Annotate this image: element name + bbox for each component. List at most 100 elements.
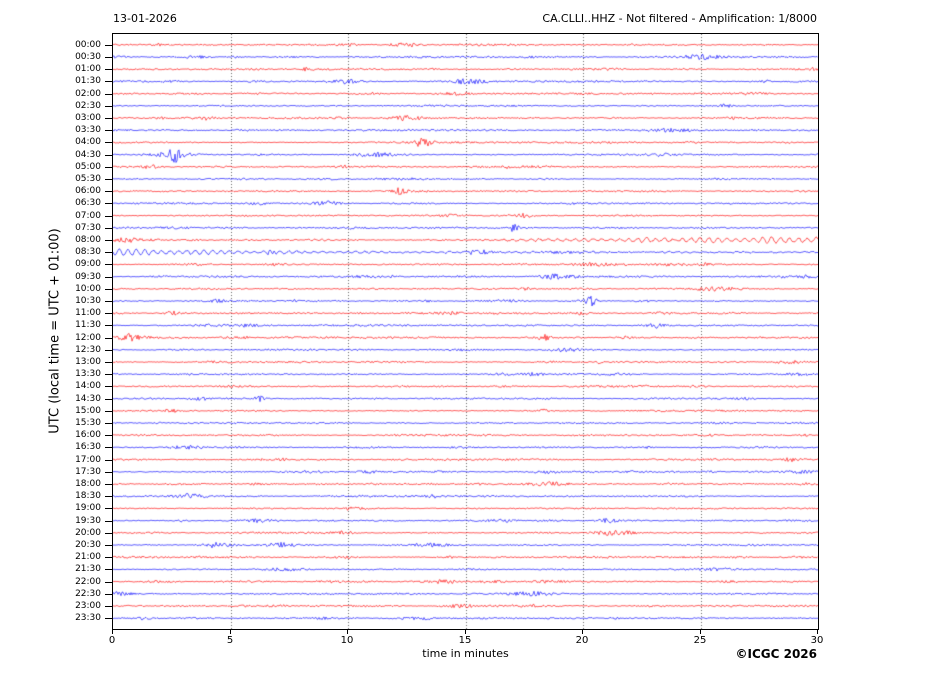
y-tick-label: 11:30 bbox=[75, 320, 101, 330]
x-tick-label: 30 bbox=[810, 635, 824, 646]
y-tick-label: 01:00 bbox=[75, 64, 101, 74]
y-tick-label: 15:00 bbox=[75, 406, 101, 416]
y-tick bbox=[105, 350, 112, 351]
y-tick-label: 16:00 bbox=[75, 430, 101, 440]
y-tick-label: 05:30 bbox=[75, 174, 101, 184]
y-tick bbox=[105, 94, 112, 95]
y-tick-label: 15:30 bbox=[75, 418, 101, 428]
y-tick-label: 11:00 bbox=[75, 308, 101, 318]
y-tick-label: 22:00 bbox=[75, 577, 101, 587]
y-tick-label: 18:30 bbox=[75, 491, 101, 501]
y-tick-label: 18:00 bbox=[75, 479, 101, 489]
x-tick-label: 0 bbox=[108, 635, 116, 646]
seismogram-canvas bbox=[113, 34, 818, 629]
y-tick bbox=[105, 435, 112, 436]
y-tick-label: 19:00 bbox=[75, 503, 101, 513]
y-tick bbox=[105, 423, 112, 424]
y-tick-label: 00:30 bbox=[75, 52, 101, 62]
y-tick bbox=[105, 313, 112, 314]
y-tick bbox=[105, 203, 112, 204]
y-tick bbox=[105, 142, 112, 143]
y-tick-label: 05:00 bbox=[75, 162, 101, 172]
y-tick bbox=[105, 289, 112, 290]
y-tick-label: 00:00 bbox=[75, 40, 101, 50]
y-tick bbox=[105, 69, 112, 70]
y-tick bbox=[105, 545, 112, 546]
y-tick bbox=[105, 582, 112, 583]
y-tick bbox=[105, 167, 112, 168]
x-tick bbox=[112, 630, 113, 634]
y-tick bbox=[105, 484, 112, 485]
y-tick-label: 21:30 bbox=[75, 564, 101, 574]
x-tick-label: 15 bbox=[458, 635, 472, 646]
y-tick bbox=[105, 606, 112, 607]
y-tick-label: 07:00 bbox=[75, 211, 101, 221]
y-tick bbox=[105, 228, 112, 229]
y-tick-label: 09:00 bbox=[75, 259, 101, 269]
y-tick bbox=[105, 81, 112, 82]
y-tick-label: 10:00 bbox=[75, 284, 101, 294]
x-tick bbox=[465, 630, 466, 634]
y-tick bbox=[105, 45, 112, 46]
y-tick bbox=[105, 533, 112, 534]
y-tick bbox=[105, 277, 112, 278]
y-tick bbox=[105, 264, 112, 265]
y-tick bbox=[105, 460, 112, 461]
y-tick bbox=[105, 179, 112, 180]
x-tick bbox=[817, 630, 818, 634]
y-tick-label: 23:30 bbox=[75, 613, 101, 623]
y-tick bbox=[105, 569, 112, 570]
x-tick bbox=[700, 630, 701, 634]
y-tick-label: 17:00 bbox=[75, 455, 101, 465]
y-tick-label: 04:30 bbox=[75, 150, 101, 160]
y-tick bbox=[105, 325, 112, 326]
y-tick-label: 03:30 bbox=[75, 125, 101, 135]
y-tick-label: 06:00 bbox=[75, 186, 101, 196]
y-tick-label: 14:30 bbox=[75, 394, 101, 404]
x-axis-label: time in minutes bbox=[422, 647, 509, 660]
y-tick bbox=[105, 57, 112, 58]
y-tick bbox=[105, 447, 112, 448]
plot-title: CA.CLLI..HHZ - Not filtered - Amplificat… bbox=[542, 12, 817, 25]
x-tick-label: 25 bbox=[693, 635, 707, 646]
plot-area bbox=[112, 33, 819, 630]
y-tick-label: 01:30 bbox=[75, 76, 101, 86]
y-tick-label: 08:30 bbox=[75, 247, 101, 257]
y-tick bbox=[105, 386, 112, 387]
y-tick bbox=[105, 216, 112, 217]
x-tick bbox=[582, 630, 583, 634]
y-tick-label: 17:30 bbox=[75, 467, 101, 477]
y-tick bbox=[105, 130, 112, 131]
copyright-label: ©ICGC 2026 bbox=[735, 647, 817, 661]
y-tick bbox=[105, 521, 112, 522]
y-tick bbox=[105, 472, 112, 473]
y-tick bbox=[105, 338, 112, 339]
y-tick bbox=[105, 508, 112, 509]
y-tick-label: 08:00 bbox=[75, 235, 101, 245]
y-tick-label: 20:30 bbox=[75, 540, 101, 550]
y-tick-label: 13:30 bbox=[75, 369, 101, 379]
x-tick-label: 20 bbox=[575, 635, 589, 646]
x-tick bbox=[230, 630, 231, 634]
y-tick-label: 20:00 bbox=[75, 528, 101, 538]
y-tick-label: 04:00 bbox=[75, 137, 101, 147]
y-tick bbox=[105, 496, 112, 497]
y-tick bbox=[105, 301, 112, 302]
y-tick bbox=[105, 399, 112, 400]
y-tick bbox=[105, 411, 112, 412]
y-tick bbox=[105, 618, 112, 619]
y-tick-label: 09:30 bbox=[75, 272, 101, 282]
y-tick-label: 12:30 bbox=[75, 345, 101, 355]
y-tick bbox=[105, 191, 112, 192]
y-tick bbox=[105, 594, 112, 595]
y-tick-label: 16:30 bbox=[75, 442, 101, 452]
y-tick-label: 10:30 bbox=[75, 296, 101, 306]
y-tick-label: 12:00 bbox=[75, 333, 101, 343]
y-tick bbox=[105, 252, 112, 253]
y-tick bbox=[105, 155, 112, 156]
x-tick-label: 10 bbox=[340, 635, 354, 646]
y-tick-label: 02:30 bbox=[75, 101, 101, 111]
y-tick-label: 14:00 bbox=[75, 381, 101, 391]
date-label: 13-01-2026 bbox=[113, 12, 177, 25]
